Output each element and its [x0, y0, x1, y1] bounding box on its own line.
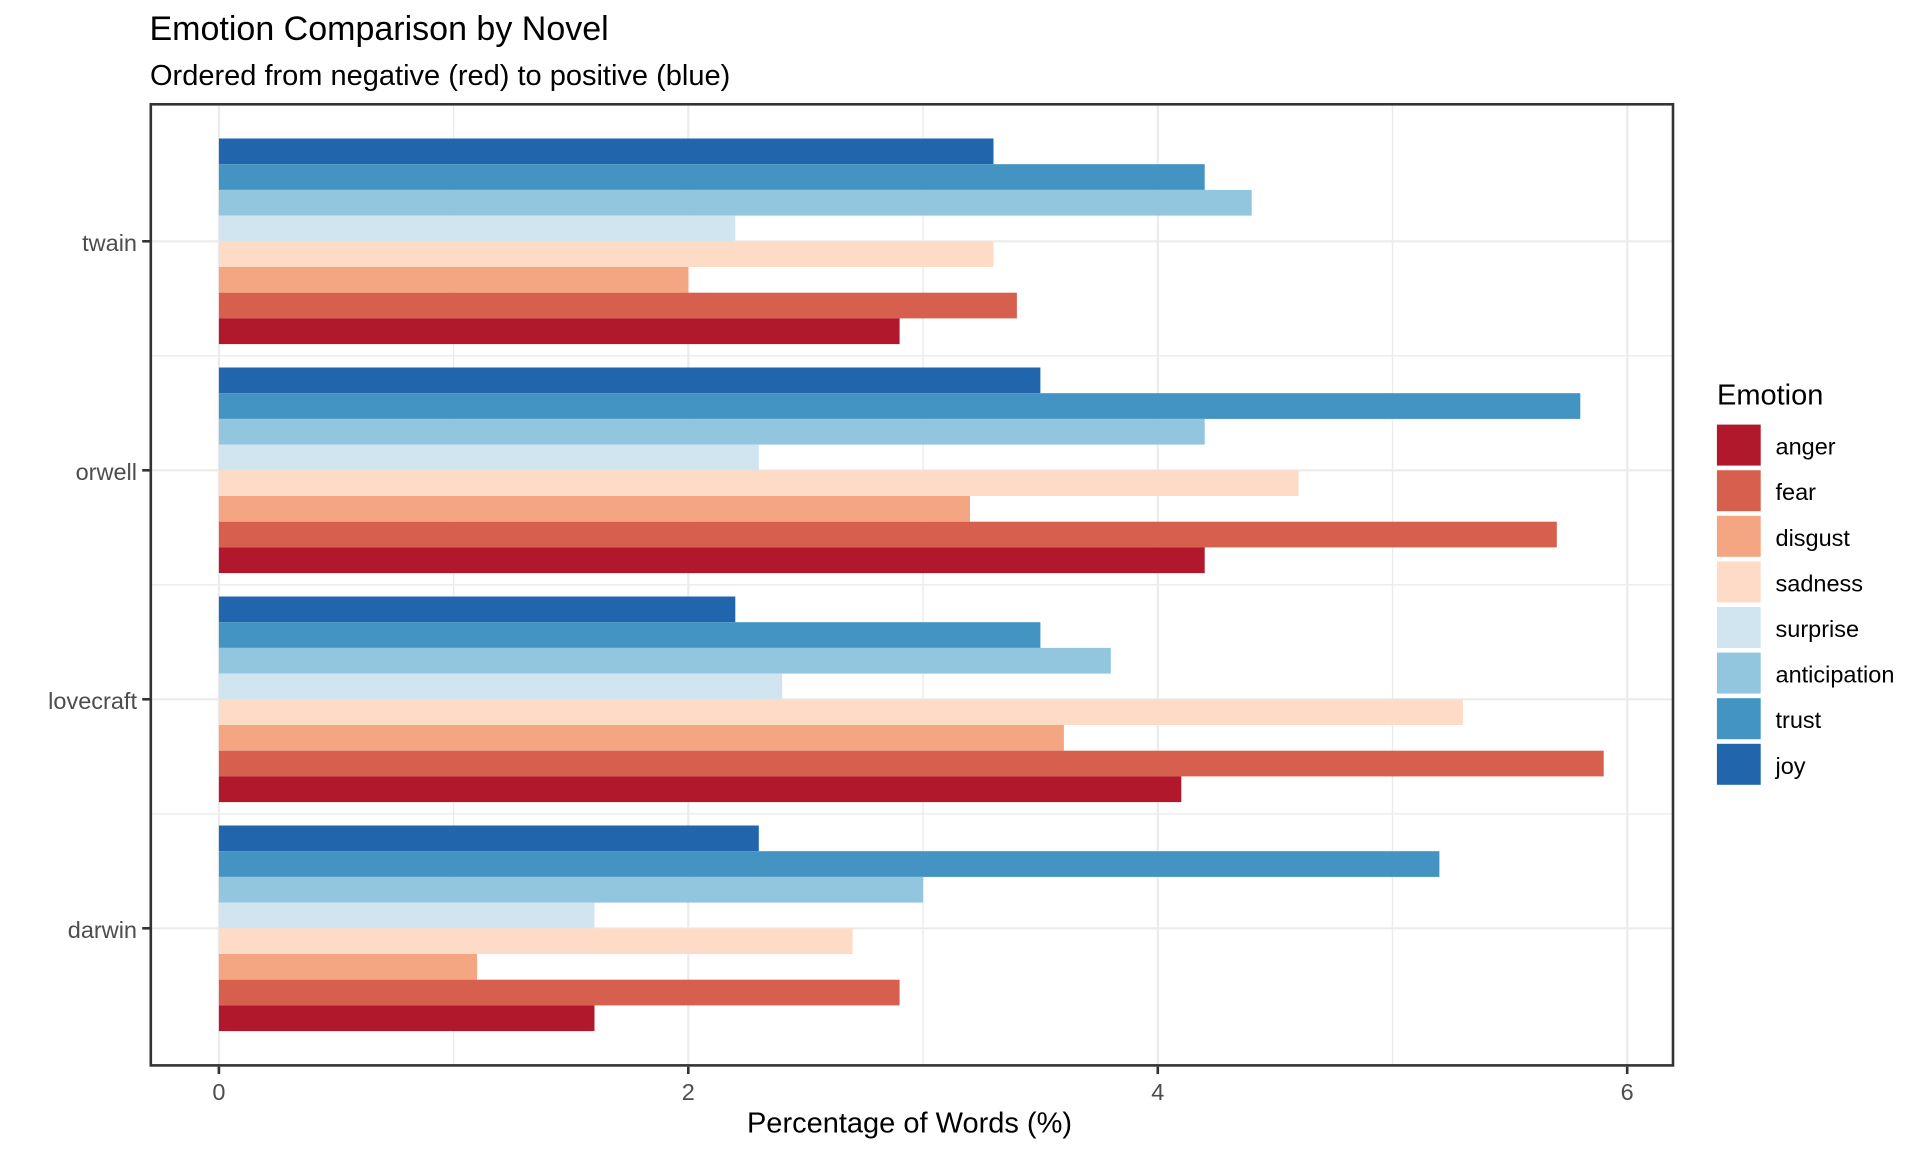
- svg-text:fear: fear: [1776, 479, 1817, 505]
- svg-text:6: 6: [1621, 1079, 1634, 1105]
- svg-text:2: 2: [682, 1079, 695, 1105]
- svg-text:trust: trust: [1776, 707, 1822, 733]
- svg-text:0: 0: [212, 1079, 225, 1105]
- svg-text:orwell: orwell: [76, 459, 137, 485]
- svg-text:surprise: surprise: [1776, 616, 1860, 642]
- svg-text:joy: joy: [1775, 753, 1806, 779]
- svg-text:Percentage of Words (%): Percentage of Words (%): [747, 1108, 1072, 1140]
- svg-text:anger: anger: [1776, 434, 1836, 460]
- svg-text:Emotion Comparison by Novel: Emotion Comparison by Novel: [150, 10, 609, 48]
- svg-text:anticipation: anticipation: [1776, 662, 1895, 688]
- svg-text:disgust: disgust: [1776, 525, 1851, 551]
- svg-text:4: 4: [1151, 1079, 1164, 1105]
- svg-text:twain: twain: [82, 230, 137, 256]
- svg-text:Ordered from negative (red) to: Ordered from negative (red) to positive …: [150, 60, 730, 92]
- svg-text:Emotion: Emotion: [1717, 380, 1823, 412]
- svg-text:sadness: sadness: [1776, 570, 1864, 596]
- svg-text:darwin: darwin: [68, 917, 137, 943]
- svg-text:lovecraft: lovecraft: [48, 688, 137, 714]
